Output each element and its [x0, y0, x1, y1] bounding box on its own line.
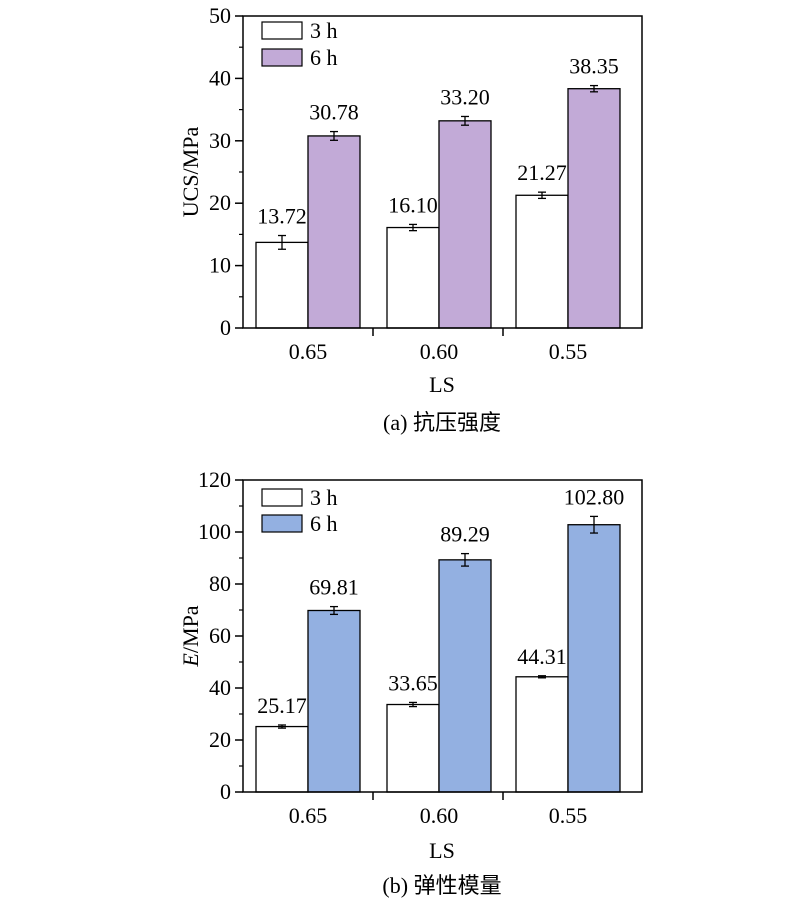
bar-6h-0.55 — [567, 524, 621, 793]
y-tick-label: 120 — [198, 467, 231, 492]
chart-b-x-axis-title: LS — [429, 838, 455, 863]
y-tick-label: 100 — [198, 519, 231, 544]
x-tick-label: 0.55 — [549, 339, 588, 364]
chart-a-frame — [242, 15, 643, 329]
data-label: 89.29 — [440, 522, 490, 547]
legend-label-6h: 6 h — [310, 45, 338, 70]
x-tick-label: 0.60 — [420, 803, 459, 828]
bar-3h-0.55 — [515, 676, 569, 793]
chart-b-y-axis-title-unit: /MPa — [178, 605, 203, 653]
bar-6h-0.65 — [307, 135, 361, 329]
y-tick-label: 0 — [220, 779, 231, 804]
bar-3h-0.60 — [386, 703, 440, 793]
x-tick-label: 0.65 — [289, 803, 328, 828]
chart-a-caption: (a) 抗压强度 — [383, 410, 501, 435]
chart-a-legend: 3 h 6 h — [261, 18, 338, 70]
bar-3h-0.60 — [386, 226, 440, 329]
chart-b-y-axis-title: E/MPa — [178, 605, 203, 667]
data-label: 33.65 — [388, 670, 438, 695]
bar-3h-0.65 — [255, 241, 309, 329]
y-tick-label: 20 — [209, 190, 231, 215]
bar-6h-0.60 — [438, 120, 492, 329]
chart-b-y-axis-title-symbol: E — [178, 653, 203, 668]
legend-label-3h: 3 h — [310, 485, 338, 510]
data-label: 69.81 — [309, 575, 359, 600]
chart-a: 13.72 16.10 21.27 30.78 33.20 38.35 0 10 20 30 40… — [178, 3, 643, 435]
y-tick-label: 40 — [209, 65, 231, 90]
bar-6h-0.65 — [307, 609, 361, 793]
data-label: 38.35 — [569, 54, 619, 79]
chart-b-plot-area: 25.17 33.65 44.31 69.81 89.29 102.80 0 20 40 60 8… — [198, 467, 643, 828]
y-tick-label: 20 — [209, 727, 231, 752]
x-tick-label: 0.60 — [420, 339, 459, 364]
legend-label-6h: 6 h — [310, 511, 338, 536]
y-tick-label: 50 — [209, 3, 231, 28]
bar-6h-0.60 — [438, 559, 492, 793]
bar-3h-0.55 — [515, 194, 569, 329]
chart-a-x-axis-title: LS — [429, 372, 455, 397]
data-label: 25.17 — [257, 693, 307, 718]
legend-swatch-6h — [261, 514, 303, 533]
chart-a-plot-area: 13.72 16.10 21.27 30.78 33.20 38.35 0 10 20 30 40… — [209, 3, 643, 364]
legend-swatch-6h — [261, 48, 303, 67]
x-tick-label: 0.65 — [289, 339, 328, 364]
data-label: 102.80 — [564, 484, 625, 509]
chart-b-frame — [242, 479, 643, 793]
y-tick-label: 40 — [209, 675, 231, 700]
chart-b-legend: 3 h 6 h — [261, 485, 338, 536]
legend-label-3h: 3 h — [310, 18, 338, 43]
data-label: 16.10 — [388, 192, 438, 217]
chart-b: 25.17 33.65 44.31 69.81 89.29 102.80 0 20 40 60 8… — [178, 467, 643, 898]
legend-swatch-3h — [261, 488, 303, 507]
data-label: 44.31 — [517, 644, 567, 669]
y-tick-label: 80 — [209, 571, 231, 596]
legend-swatch-3h — [261, 21, 303, 40]
chart-a-y-axis-title: UCS/MPa — [178, 127, 203, 218]
y-tick-label: 30 — [209, 128, 231, 153]
chart-b-caption: (b) 弹性模量 — [382, 873, 501, 898]
data-label: 13.72 — [257, 204, 307, 229]
data-label: 30.78 — [309, 100, 359, 125]
data-label: 21.27 — [517, 160, 567, 185]
y-tick-label: 60 — [209, 623, 231, 648]
bar-3h-0.65 — [255, 725, 309, 793]
x-tick-label: 0.55 — [549, 803, 588, 828]
bar-6h-0.55 — [567, 88, 621, 329]
data-label: 33.20 — [440, 84, 490, 109]
y-tick-label: 10 — [209, 253, 231, 278]
y-tick-label: 0 — [220, 315, 231, 340]
